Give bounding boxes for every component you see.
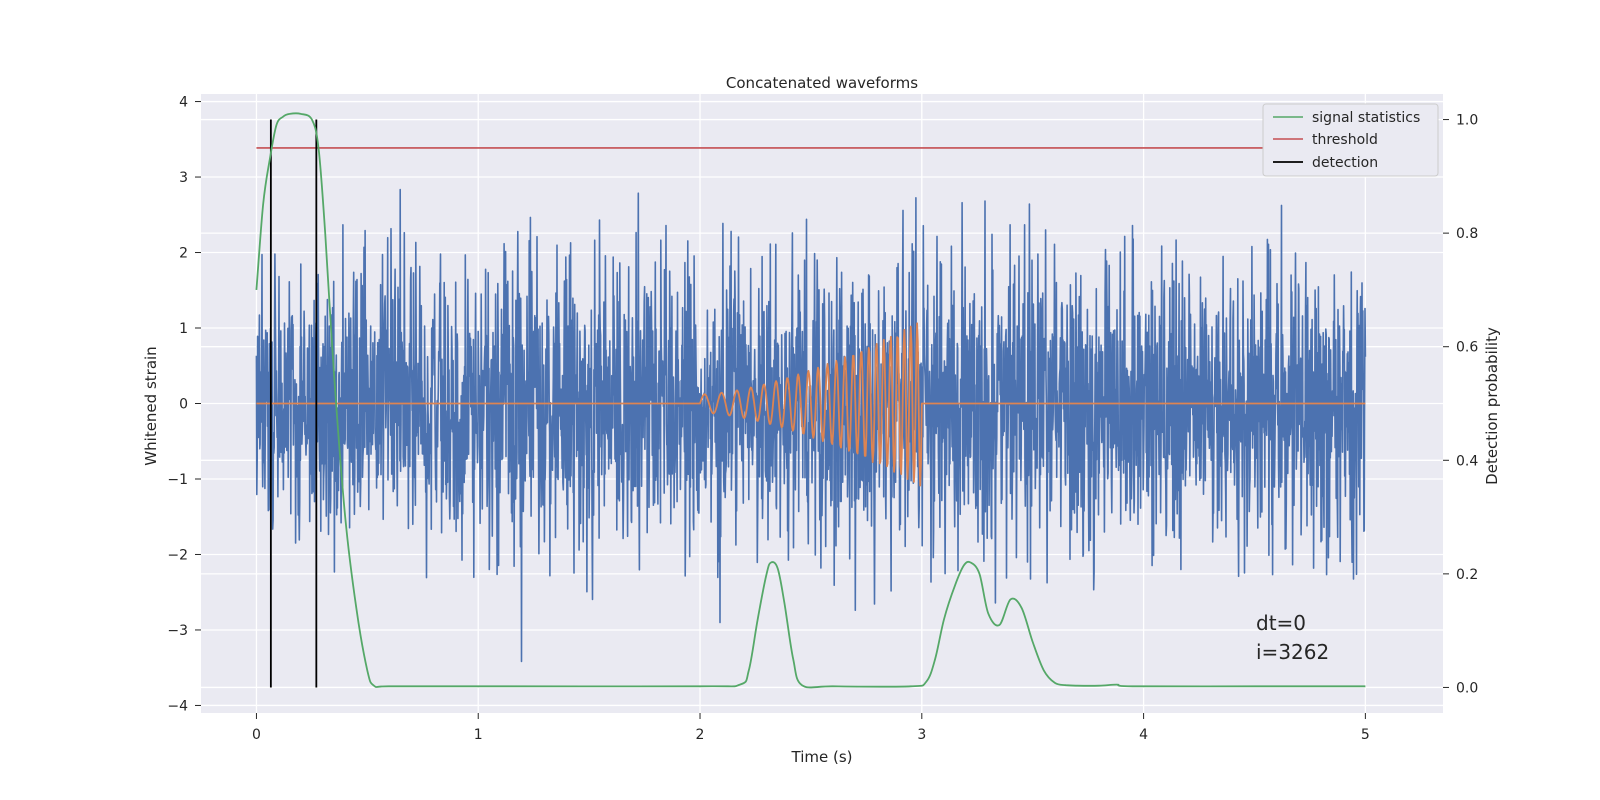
annotation-i: i=3262	[1256, 640, 1329, 664]
y-tick-label: −2	[167, 547, 188, 563]
signal-statistics-line	[255, 112, 1366, 689]
y2-tick-label: 0.8	[1456, 226, 1478, 242]
legend-label-threshold: threshold	[1312, 132, 1378, 148]
legend: signal statistics threshold detection	[1262, 103, 1439, 177]
x-tick-label: 3	[917, 727, 926, 743]
y-tick-label: 2	[179, 246, 188, 262]
y2-tick-label: 0.0	[1456, 680, 1478, 696]
y2-tick-label: 0.4	[1456, 453, 1478, 469]
detection-series	[269, 119, 318, 688]
x-axis-label: Time (s)	[791, 748, 853, 766]
chart-title: Concatenated waveforms	[726, 74, 918, 92]
y-tick-label: 4	[179, 95, 188, 111]
injection-series	[256, 322, 1366, 487]
legend-label-signal-statistics: signal statistics	[1312, 110, 1420, 126]
x-tick-label: 1	[474, 727, 483, 743]
y2-axis-label: Detection probability	[1483, 327, 1501, 485]
legend-box	[1262, 103, 1439, 177]
signal-statistics-series	[255, 112, 1366, 689]
y-axis-label: Whitened strain	[142, 346, 160, 465]
y-tick-label: 1	[179, 321, 188, 337]
y2-tick-label: 1.0	[1456, 113, 1478, 129]
x-tick-label: 2	[696, 727, 705, 743]
y2-tick-label: 0.2	[1456, 567, 1478, 583]
axis-ticks: 0 1 2 3 4 5 −4 −3 −2 −1 0 1 2 3 4 0.0 0.2 0.4 0.6 0.8 1.0	[167, 95, 1478, 743]
y-tick-label: 3	[179, 170, 188, 186]
x-tick-label: 5	[1361, 727, 1370, 743]
y-tick-label: −1	[167, 472, 188, 488]
y-tick-label: −4	[167, 698, 188, 714]
annotation-dt: dt=0	[1256, 611, 1306, 635]
legend-label-detection: detection	[1312, 155, 1378, 171]
y2-tick-label: 0.6	[1456, 340, 1478, 356]
y-tick-label: 0	[179, 397, 188, 413]
y-tick-label: −3	[167, 623, 188, 639]
x-tick-label: 0	[252, 727, 261, 743]
injection-line	[256, 322, 1366, 487]
x-tick-label: 4	[1139, 727, 1148, 743]
